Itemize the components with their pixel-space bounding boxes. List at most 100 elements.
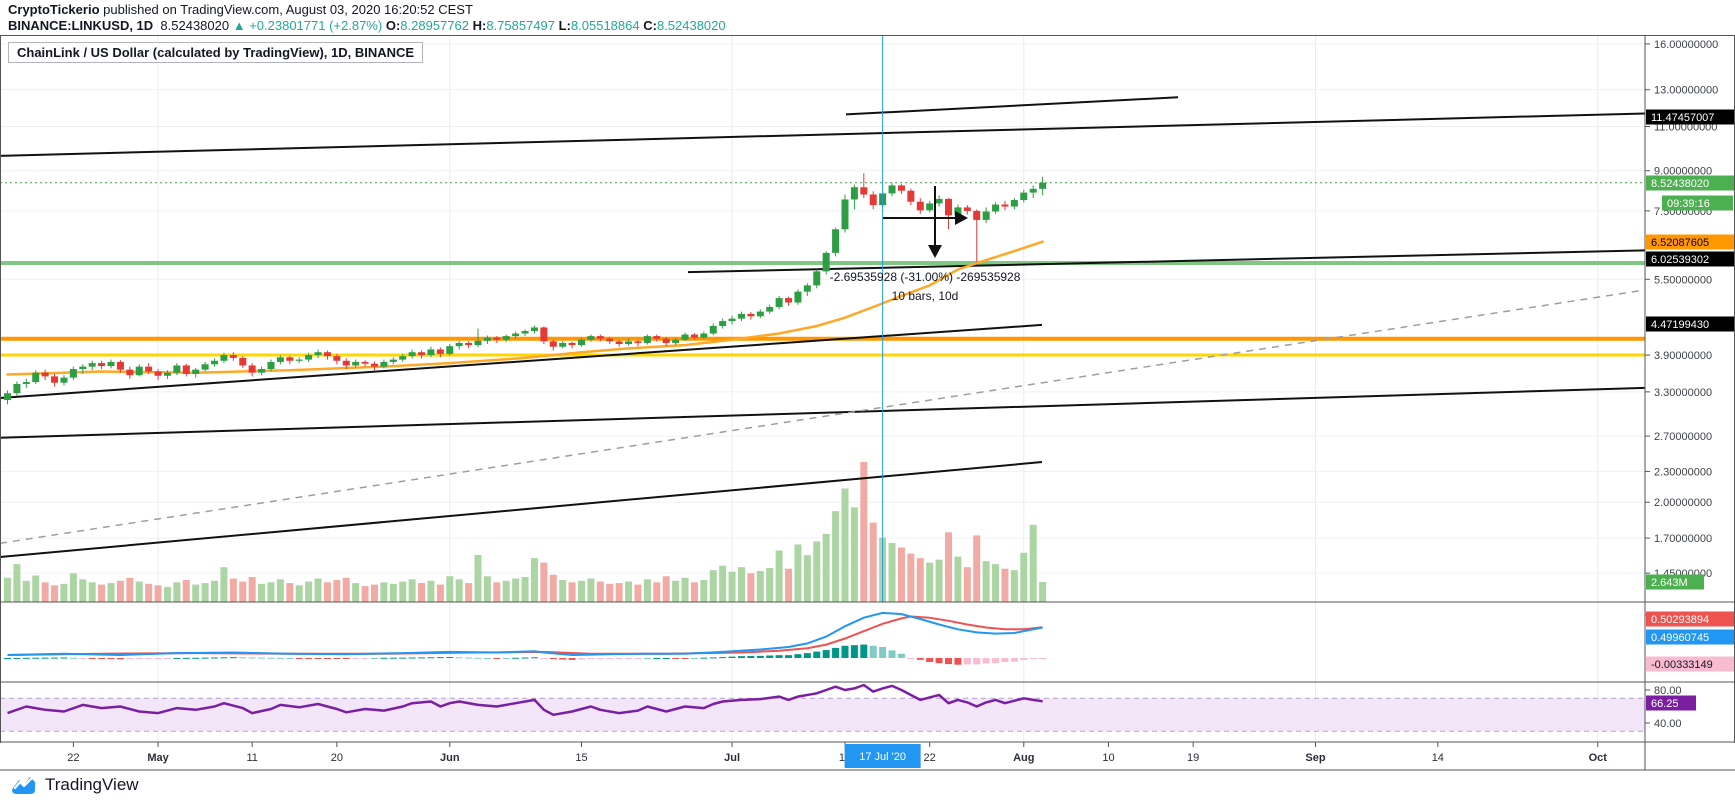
author-name: CryptoTickerio [8, 2, 100, 17]
macd-histogram-bar [766, 655, 774, 658]
volume-bar [568, 582, 576, 602]
volume-bar [963, 567, 971, 602]
volume-bar [888, 542, 896, 602]
trendline-3 [687, 249, 1646, 274]
macd-histogram-bar [719, 657, 727, 659]
tradingview-wordmark: TradingView [45, 775, 139, 794]
candle-body [446, 346, 454, 354]
macd-histogram-bar [455, 657, 463, 659]
volume-bar [502, 580, 510, 602]
candle-body [342, 360, 350, 366]
volume-bar [540, 562, 548, 602]
macd-histogram-bar [220, 657, 228, 659]
macd-histogram-bar [323, 658, 331, 659]
date-badge [844, 744, 921, 768]
volume-bar [643, 579, 651, 602]
scale-badge [1646, 109, 1734, 125]
macd-histogram-bar [869, 645, 877, 658]
macd-histogram-bar [596, 658, 604, 659]
macd-histogram-bar [361, 658, 369, 659]
symbol-label: BINANCE:LINKUSD, 1D [8, 18, 154, 33]
candle-body [69, 369, 77, 378]
volume-bar [493, 582, 501, 602]
low-value: 8.05518864 [570, 18, 640, 33]
price-axis-label: 2.70000000 [1654, 431, 1712, 443]
macd-histogram-bar [229, 657, 237, 659]
volume-bar [342, 577, 350, 602]
price-axis-label: 3.30000000 [1654, 387, 1712, 399]
measure-right-arrowhead [955, 211, 968, 225]
volume-bar [954, 556, 962, 602]
candle-body [897, 185, 905, 191]
volume-bar [79, 579, 87, 602]
scale-badge-label: 6.02539302 [1651, 254, 1709, 266]
volume-bar [822, 533, 830, 602]
scale-badge-label: 6.52087605 [1651, 237, 1709, 249]
macd-histogram-bar [945, 658, 952, 665]
volume-bar [182, 580, 190, 602]
macd-histogram-bar [163, 658, 171, 659]
candle-body [389, 359, 397, 362]
scale-badge [1646, 175, 1734, 191]
time-axis-label: 11 [246, 752, 257, 764]
volume-bar [907, 553, 915, 602]
candle-body [229, 355, 237, 358]
volume-bar [737, 567, 745, 602]
macd-histogram-bar [1020, 658, 1028, 660]
price-scale[interactable] [1646, 35, 1735, 770]
volume-bar [634, 584, 642, 602]
volume-bar [145, 583, 153, 602]
chart-legend-title: ChainLink / US Dollar (calculated by Tra… [8, 42, 424, 63]
scale-badge-label: 11.47457007 [1651, 112, 1714, 124]
time-axis-label: Aug [1013, 752, 1034, 764]
volume-bar [1039, 581, 1047, 602]
macd-histogram-bar [709, 657, 717, 659]
candle-body [578, 339, 586, 346]
macd-histogram-bar [502, 657, 510, 659]
volume-bar [418, 583, 426, 602]
candle-body [568, 342, 576, 346]
macd-histogram-bar [342, 658, 350, 659]
volume-bar [286, 583, 294, 602]
volume-bar [549, 574, 557, 602]
macd-histogram-bar [973, 658, 981, 665]
volume-bar [229, 578, 237, 602]
volume-bar [850, 507, 858, 602]
tradingview-logo-icon [12, 777, 35, 794]
candle-body [512, 333, 520, 337]
scale-badge [1646, 234, 1734, 250]
macd-histogram-bar [813, 651, 821, 658]
candle-body [681, 334, 689, 340]
volume-bar [201, 583, 209, 602]
candle-body [549, 341, 557, 347]
macd-histogram-bar [22, 657, 30, 659]
scale-badge [1646, 656, 1734, 672]
macd-histogram-bar [643, 658, 651, 659]
macd-histogram-bar [907, 658, 915, 659]
macd-histogram-bar [606, 658, 614, 659]
macd-histogram-bar [399, 657, 407, 659]
rsi-line [7, 683, 1043, 717]
price-axis-label: 11.00000000 [1654, 122, 1717, 134]
candle-body [926, 203, 934, 211]
volume-bar [728, 571, 736, 602]
price-axis-label: 1.70000000 [1654, 533, 1712, 545]
volume-bar [60, 583, 68, 602]
volume-bar [13, 564, 21, 602]
macd-histogram-bar [79, 658, 87, 659]
candle-body [982, 211, 990, 220]
candle-body [295, 359, 303, 361]
macd-histogram-bar [521, 657, 529, 659]
candle-body [625, 341, 633, 345]
candle-body [370, 363, 378, 367]
candle-body [662, 338, 670, 343]
candle-body [888, 185, 896, 194]
volume-bar [803, 555, 811, 602]
candle-body [60, 377, 68, 383]
macd-histogram-bar [512, 657, 520, 659]
scale-badge-label: 0.49960745 [1651, 632, 1709, 644]
candle-body [98, 363, 106, 367]
volume-bar [690, 582, 698, 602]
candle-body [954, 207, 962, 216]
